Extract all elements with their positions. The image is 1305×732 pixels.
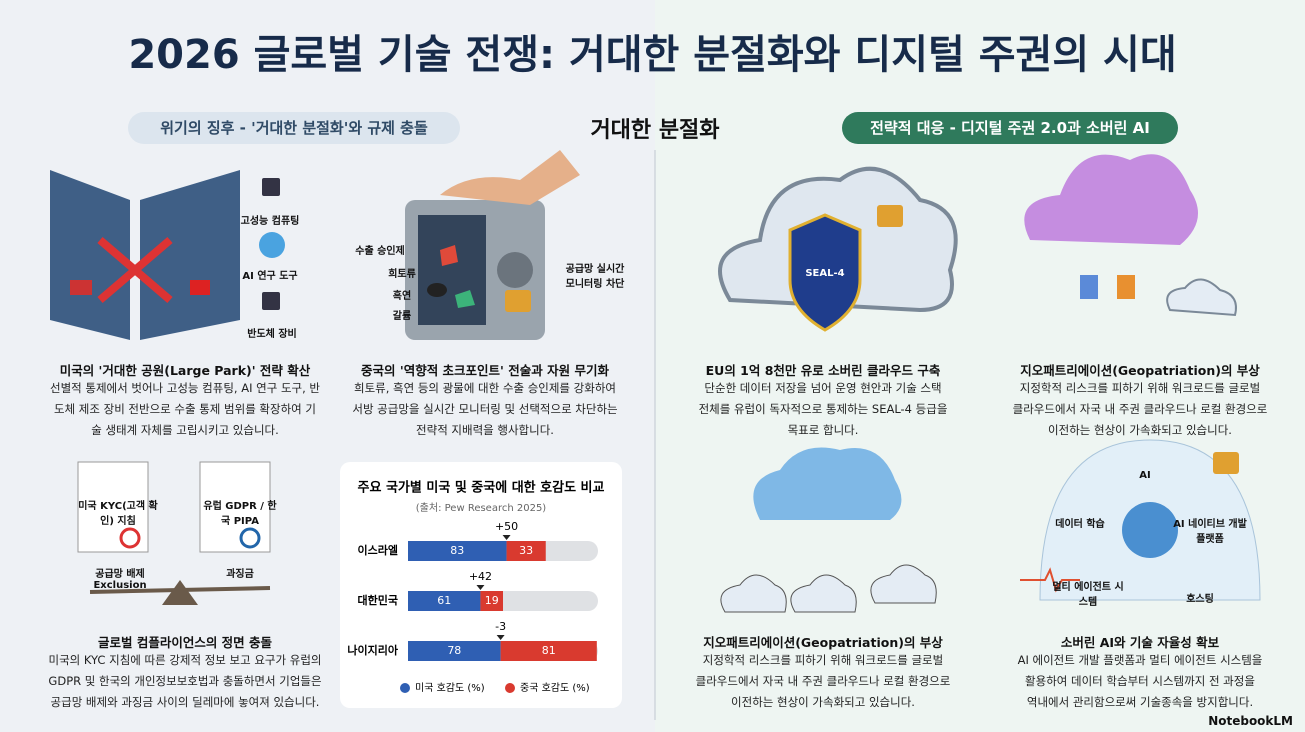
illustration-label: 고성능 컴퓨팅 bbox=[240, 216, 300, 227]
panel-body-line: 미국의 KYC 지침에 따른 강제적 정보 보고 요구가 유럽의 bbox=[48, 653, 322, 667]
panel-heading: 지오패트리에이션(Geopatriation)의 부상 bbox=[703, 635, 943, 650]
gate-illustration bbox=[50, 170, 285, 340]
chart-subtitle: (출처: Pew Research 2025) bbox=[416, 502, 547, 514]
category-label: 대한민국 bbox=[358, 593, 398, 607]
illustration-label: AI 네이티브 개발 플랫폼 bbox=[1173, 519, 1247, 545]
bar-value-label: 83 bbox=[450, 544, 464, 557]
illustration-label: 공급망 실시간 모니터링 차단 bbox=[565, 264, 625, 290]
illustration-label: SEAL-4 bbox=[805, 268, 845, 279]
panel-body-line: GDPR 및 한국의 개인정보보호법과 충돌하면서 기업들은 bbox=[48, 674, 322, 688]
panel-body-line: 지정학적 리스크를 피하기 위해 워크로드를 글로벌 bbox=[1019, 381, 1261, 395]
bar-value-label: 78 bbox=[447, 644, 461, 657]
illustration-label: 데이터 학습 bbox=[1055, 519, 1105, 530]
panel-body-line: 활용하여 데이터 학습부터 시스템까지 전 과정을 bbox=[1025, 674, 1255, 688]
brand: NotebookLM bbox=[1208, 714, 1293, 728]
panel-heading: 소버린 AI와 기술 자율성 확보 bbox=[1060, 635, 1220, 650]
illustration-label: 희토류 bbox=[388, 269, 416, 280]
illustration-label: 유럽 GDPR / 한국 PIPA bbox=[203, 501, 277, 527]
gap-label: +50 bbox=[495, 520, 518, 533]
panel-body-line: 지정학적 리스크를 피하기 위해 워크로드를 글로벌 bbox=[702, 653, 944, 667]
illustration-label: 갈륨 bbox=[392, 311, 412, 322]
panel-heading: 미국의 '거대한 공원(Large Park)' 전략 확산 bbox=[59, 363, 311, 378]
page-title: 2026 글로벌 기술 전쟁: 거대한 분절화와 디지털 주권의 시대 bbox=[128, 32, 1177, 78]
illustration-label: 과징금 bbox=[226, 569, 254, 580]
bar bbox=[408, 641, 501, 661]
documents-illustration bbox=[77, 461, 271, 605]
panel-body-line: 단순한 데이터 저장을 넘어 운영 현안과 기술 스택 bbox=[704, 381, 942, 395]
illustration-label: AI 연구 도구 bbox=[242, 271, 298, 282]
legend-swatch bbox=[505, 683, 515, 693]
panel-heading: 글로벌 컴플라이언스의 정면 충돌 bbox=[97, 635, 273, 650]
panel-body-line: 전략적 지배력을 행사합니다. bbox=[416, 423, 554, 437]
rainbow-cloud bbox=[1024, 154, 1237, 317]
safe-illustration bbox=[405, 150, 580, 340]
gap-label: +42 bbox=[469, 570, 492, 583]
bar-value-label: 61 bbox=[437, 594, 451, 607]
panel-body-line: 목표로 합니다. bbox=[787, 423, 859, 437]
panel-body-line: 서방 공급망을 실시간 모니터링 및 선택적으로 차단하는 bbox=[352, 402, 618, 416]
left-pill: 위기의 징후 - '거대한 분절화'와 규제 충돌 bbox=[128, 112, 460, 144]
bar bbox=[506, 541, 546, 561]
category-label: 나이지리아 bbox=[347, 643, 398, 657]
bar bbox=[408, 591, 481, 611]
legend-swatch bbox=[400, 683, 410, 693]
migration-clouds bbox=[720, 447, 937, 613]
panel-heading: 지오패트리에이션(Geopatriation)의 부상 bbox=[1020, 363, 1260, 378]
right-pill: 전략적 대응 - 디지털 주권 2.0과 소버린 AI bbox=[842, 112, 1178, 144]
panel-body-line: 희토류, 흑연 등의 광물에 대한 수출 승인제를 강화하여 bbox=[353, 381, 616, 395]
gap-marker bbox=[502, 535, 511, 540]
bar bbox=[480, 591, 503, 611]
illustration-label: 호스팅 bbox=[1186, 594, 1214, 605]
panel-body-line: AI 에이전트 개발 플랫폼과 멀티 에이전트 시스템을 bbox=[1017, 653, 1263, 667]
bar-value-label: 33 bbox=[519, 544, 533, 557]
panel-body-line: 술 생태계 자체를 고립시키고 있습니다. bbox=[91, 423, 279, 437]
bar-value-label: 81 bbox=[542, 644, 556, 657]
gap-marker bbox=[476, 585, 485, 590]
ai-dome bbox=[1020, 439, 1261, 601]
illustration-label: 미국 KYC(고객 확인) 지침 bbox=[78, 501, 158, 527]
bar-value-label: 19 bbox=[485, 594, 499, 607]
center-label: 거대한 분절화 bbox=[590, 118, 720, 143]
illustration-label: 흑연 bbox=[392, 291, 412, 302]
panel-heading: 중국의 '역향적 초크포인트' 전술과 자원 무기화 bbox=[361, 363, 609, 378]
panel-body-line: 이전하는 현상이 가속화되고 있습니다. bbox=[731, 695, 915, 709]
panel-body-line: 클라우드에서 자국 내 주권 클라우드나 로컬 환경으로 bbox=[695, 674, 951, 688]
panel-body-line: 역내에서 관리함으로써 기술종속을 방지합니다. bbox=[1026, 695, 1254, 709]
bar bbox=[408, 541, 507, 561]
panel-body-line: 공급망 배제와 과징금 사이의 딜레마에 놓여져 있습니다. bbox=[50, 695, 320, 709]
panel-body-line: 선별적 통제에서 벗어나 고성능 컴퓨팅, AI 연구 도구, 반 bbox=[50, 381, 320, 395]
illustration-label: 수출 승인제 bbox=[355, 246, 405, 257]
legend-label: 미국 호감도 (%) bbox=[415, 682, 485, 694]
illustration-label: 반도체 장비 bbox=[247, 329, 297, 340]
chart-title: 주요 국가별 미국 및 중국에 대한 호감도 비교 bbox=[358, 480, 605, 496]
panel-body-line: 도체 제조 장비 전반으로 수출 통제 범위를 확장하여 기 bbox=[53, 402, 316, 416]
illustration-label: AI bbox=[1139, 470, 1151, 481]
panel-body-line: 클라우드에서 자국 내 주권 클라우드나 로컬 환경으로 bbox=[1012, 402, 1268, 416]
category-label: 이스라엘 bbox=[358, 543, 398, 557]
panel-heading: EU의 1억 8천만 유로 소버린 클라우드 구축 bbox=[705, 363, 941, 378]
illustration-label: 공급망 배제 Exclusion bbox=[93, 569, 147, 591]
gap-marker bbox=[496, 635, 505, 640]
panel-body-line: 전체를 유럽이 독자적으로 통제하는 SEAL-4 등급을 bbox=[698, 402, 948, 416]
chart: 주요 국가별 미국 및 중국에 대한 호감도 비교 (출처: Pew Resear… bbox=[340, 462, 622, 708]
legend-label: 중국 호감도 (%) bbox=[520, 682, 590, 694]
cloud-shield bbox=[718, 166, 958, 332]
gap-label: -3 bbox=[495, 620, 506, 633]
bar bbox=[500, 641, 597, 661]
panel-body-line: 이전하는 현상이 가속화되고 있습니다. bbox=[1048, 423, 1232, 437]
illustration-label: 멀티 에이전트 시스템 bbox=[1052, 582, 1124, 608]
